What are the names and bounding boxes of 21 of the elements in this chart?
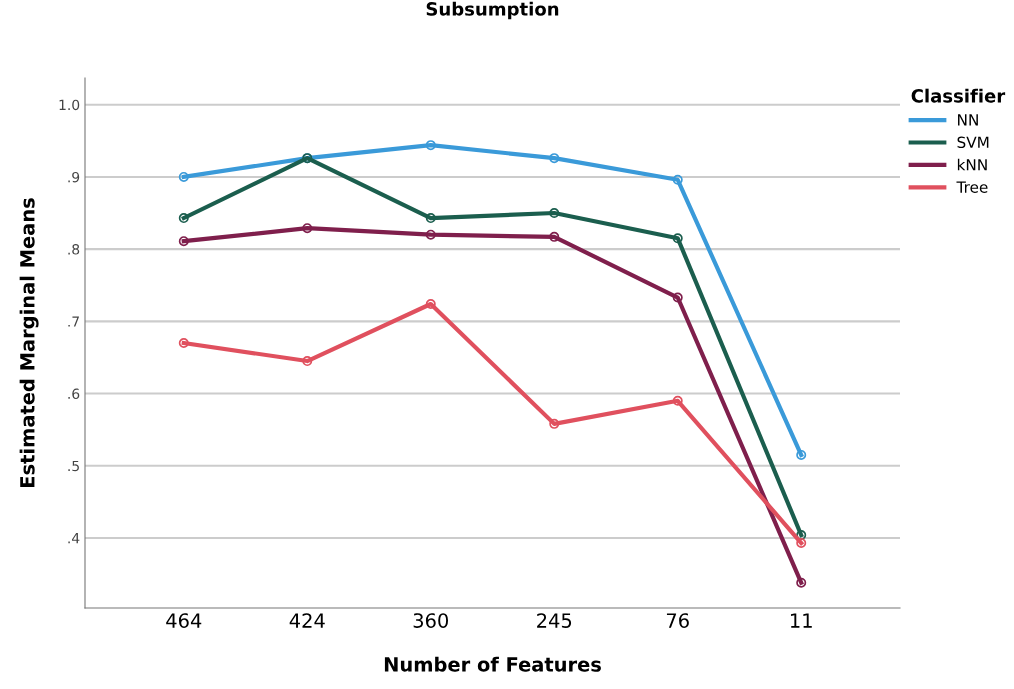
y-axis-title: Estimated Marginal Means [19,198,39,487]
legend-label: SVM [957,136,989,149]
x-tick-label: 245 [537,613,572,628]
legend-title: Classifier [911,88,1006,103]
y-tick-label: .4 [68,533,80,544]
y-tick-label: 1.0 [59,99,80,111]
legend-label: Tree [956,181,988,193]
x-tick-label: 76 [666,613,689,628]
y-tick-label: .9 [68,171,80,183]
legend-label: NN [958,114,978,126]
x-tick-label: 464 [166,613,202,628]
y-tick-label: .5 [68,460,79,472]
legend-label: kNN [957,158,987,171]
y-tick-label: .8 [68,244,80,255]
x-tick-label: 360 [413,613,449,628]
chart-title: Subsumption [426,1,559,20]
y-tick-label: .6 [68,388,80,400]
x-axis-title: Number of Features [384,656,601,672]
x-tick-label: 424 [289,613,325,628]
y-tick-label: .7 [68,316,79,327]
x-tick-label: 11 [790,613,812,628]
